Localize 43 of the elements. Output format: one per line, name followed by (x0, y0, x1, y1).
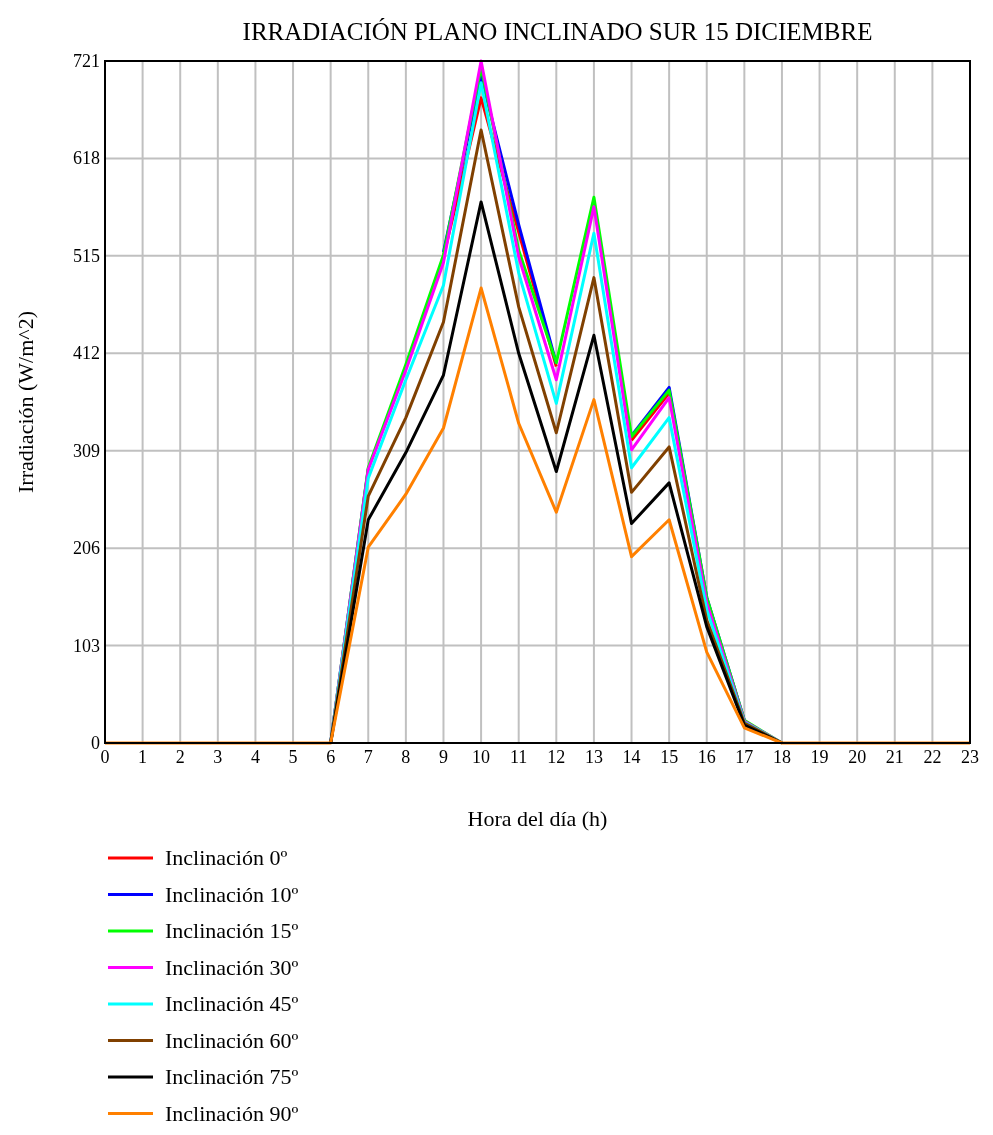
x-tick-label: 3 (213, 747, 223, 767)
x-tick-label: 23 (961, 747, 979, 767)
legend-label: Inclinación 45º (165, 991, 299, 1016)
x-tick-label: 12 (547, 747, 566, 767)
x-tick-label: 6 (326, 747, 336, 767)
x-tick-label: 4 (250, 747, 260, 767)
chart-title: IRRADIACIÓN PLANO INCLINADO SUR 15 DICIEMBRE (242, 18, 873, 45)
x-tick-label: 10 (472, 747, 491, 767)
y-tick-label: 103 (73, 635, 100, 656)
legend-label: Inclinación 90º (165, 1100, 299, 1126)
x-tick-label: 5 (288, 747, 298, 767)
x-tick-label: 7 (363, 747, 373, 767)
legend-label: Inclinación 15º (165, 918, 299, 943)
x-axis-title: Hora del día (h) (467, 806, 608, 831)
legend-label: Inclinación 10º (165, 881, 299, 907)
x-tick-label: 1 (138, 747, 148, 767)
x-tick-label: 16 (697, 747, 716, 767)
x-tick-label: 9 (438, 747, 448, 767)
y-tick-label: 0 (91, 733, 100, 753)
y-tick-label: 206 (73, 538, 100, 559)
x-tick-label: 13 (584, 747, 603, 767)
legend-label: Inclinación 30º (165, 954, 299, 980)
x-tick-label: 22 (923, 747, 942, 767)
x-tick-label: 19 (810, 747, 829, 767)
legend-label: Inclinación 75º (165, 1064, 299, 1089)
y-tick-label: 618 (73, 148, 100, 169)
x-tick-label: 21 (885, 747, 904, 767)
y-tick-label: 721 (73, 51, 100, 71)
legend-label: Inclinación 60º (165, 1027, 299, 1053)
y-axis-title: Irradiación (W/m^2) (13, 311, 38, 493)
line-series (105, 286, 970, 745)
x-tick-label: 11 (510, 747, 528, 767)
x-tick-label: 8 (401, 747, 411, 767)
x-tick-label: 20 (848, 747, 867, 767)
x-tick-label: 15 (660, 747, 679, 767)
y-tick-label: 515 (73, 245, 100, 266)
x-tick-label: 17 (735, 747, 754, 767)
legend-label: Inclinación 0º (165, 845, 288, 870)
y-tick-label: 309 (73, 440, 100, 461)
x-tick-label: 18 (772, 747, 791, 767)
y-tick-label: 412 (73, 343, 100, 364)
x-tick-label: 14 (622, 747, 641, 767)
x-tick-label: 2 (175, 747, 185, 767)
